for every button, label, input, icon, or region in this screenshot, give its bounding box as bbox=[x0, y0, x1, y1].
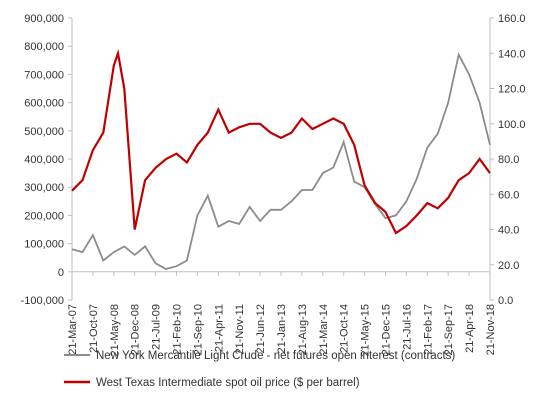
x-tick-label: 21-Feb-10 bbox=[172, 304, 184, 355]
x-axis-ticks: 21-Mar-07 21-Oct-07 21-May-08 21-Dec-08 21-J… bbox=[67, 271, 497, 357]
right-axis-ticks: 0.0 20.0 40.0 60.0 80.0 100.0 120.0 140.0 160.0 bbox=[490, 13, 526, 307]
right-tick-label: 160.0 bbox=[498, 13, 526, 25]
legend-label-oil-price: West Texas Intermediate spot oil price (… bbox=[96, 377, 360, 389]
left-tick-label: 0 bbox=[58, 267, 64, 279]
series-line-open-interest bbox=[71, 52, 491, 270]
x-tick-label: 21-Jul-16 bbox=[401, 304, 413, 350]
left-tick-label: 600,000 bbox=[24, 98, 64, 110]
right-tick-label: 80.0 bbox=[498, 154, 519, 166]
left-axis-ticks: -100,000 0 100,000 200,000 300,000 400,000 500… bbox=[21, 13, 72, 307]
right-tick-label: 120.0 bbox=[498, 84, 526, 96]
left-tick-label: 800,000 bbox=[24, 41, 64, 53]
legend-label-open-interest: New York Mercantile Light Crude - net fu… bbox=[96, 350, 455, 362]
x-tick-label: 21-Oct-14 bbox=[339, 304, 351, 353]
x-tick-label: 21-Aug-13 bbox=[297, 304, 309, 355]
left-tick-label: 100,000 bbox=[24, 239, 64, 251]
legend: New York Mercantile Light Crude - net fu… bbox=[64, 350, 455, 389]
x-tick-label: 21-Mar-07 bbox=[67, 304, 79, 355]
series-line-oil-price bbox=[71, 48, 491, 235]
left-tick-label: 200,000 bbox=[24, 210, 64, 222]
left-tick-label: 400,000 bbox=[24, 154, 64, 166]
x-tick-label: 21-Mar-14 bbox=[318, 304, 330, 355]
left-tick-label: 900,000 bbox=[24, 13, 64, 25]
x-tick-label: 21-Apr-11 bbox=[213, 304, 225, 352]
x-tick-label: 21-Apr-18 bbox=[464, 304, 476, 353]
x-tick-label: 21-Feb-17 bbox=[422, 304, 434, 355]
x-tick-label: 21-Jul-09 bbox=[151, 304, 163, 350]
x-tick-label: 21-Jan-13 bbox=[276, 304, 288, 354]
right-tick-label: 40.0 bbox=[498, 225, 519, 237]
right-tick-label: 60.0 bbox=[498, 189, 519, 201]
left-tick-label: 500,000 bbox=[24, 126, 64, 138]
x-tick-label: 21-May-08 bbox=[109, 304, 121, 357]
left-tick-label: 300,000 bbox=[24, 182, 64, 194]
left-tick-label: -100,000 bbox=[21, 295, 64, 307]
x-tick-label: 21-Dec-08 bbox=[130, 304, 142, 355]
x-tick-label: 21-Jun-12 bbox=[255, 304, 267, 354]
x-tick-label: 21-Nov-11 bbox=[234, 304, 246, 355]
x-tick-label: 21-Nov-18 bbox=[485, 304, 497, 355]
x-tick-label: 21-Dec-15 bbox=[381, 304, 393, 355]
right-tick-label: 20.0 bbox=[498, 260, 519, 272]
x-tick-label: 21-Oct-07 bbox=[88, 304, 100, 353]
left-tick-label: 700,000 bbox=[24, 69, 64, 81]
right-tick-label: 0.0 bbox=[498, 295, 513, 307]
x-tick-label: 21-Sep-10 bbox=[192, 304, 204, 355]
x-tick-label: 21-May-15 bbox=[360, 304, 372, 357]
right-tick-label: 100.0 bbox=[498, 119, 526, 131]
x-tick-label: 21-Sep-17 bbox=[443, 304, 455, 355]
right-tick-label: 140.0 bbox=[498, 48, 526, 60]
